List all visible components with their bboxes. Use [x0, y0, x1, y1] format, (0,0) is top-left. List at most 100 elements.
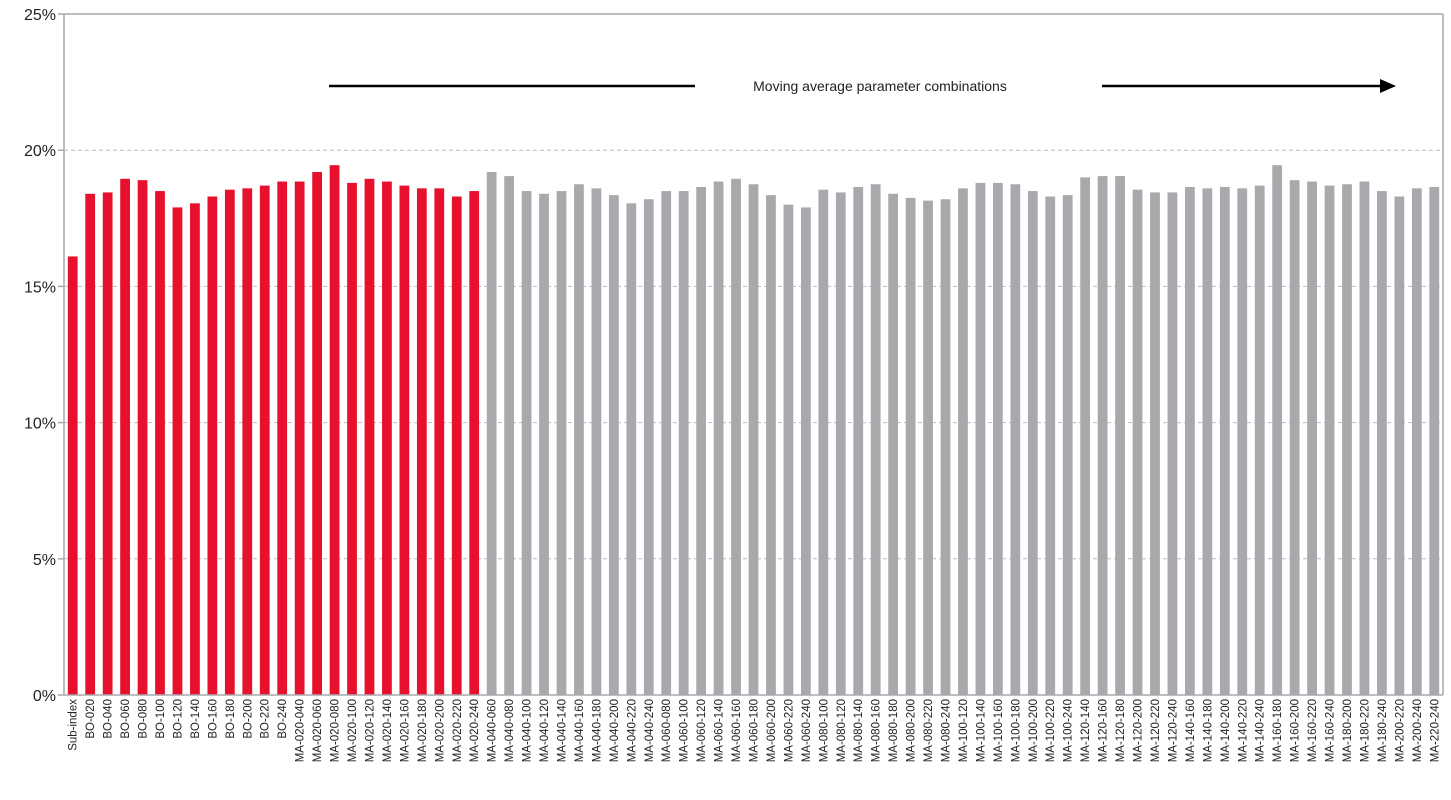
x-tick-label-MA-020-180: MA-020-180 [417, 699, 429, 762]
x-tick-label-MA-080-180: MA-080-180 [888, 699, 900, 762]
bar-MA-080-100 [818, 189, 829, 695]
bar-MA-100-160 [992, 182, 1003, 695]
x-tick-label-MA-060-240: MA-060-240 [801, 699, 813, 762]
x-tick-label-BO-220: BO-220 [260, 699, 272, 739]
bar-MA-060-080 [661, 191, 672, 695]
bar-MA-040-200 [608, 195, 619, 695]
bar-MA-120-220 [1150, 192, 1160, 695]
bar-MA-060-100 [678, 191, 689, 695]
bar-BO-240 [277, 181, 288, 695]
x-tick-label-MA-100-200: MA-100-200 [1028, 699, 1040, 762]
x-tick-label-MA-180-220: MA-180-220 [1359, 699, 1371, 762]
x-tick-label-MA-060-140: MA-060-140 [714, 699, 726, 762]
x-tick-label-MA-120-160: MA-120-160 [1098, 699, 1110, 762]
x-tick-label-MA-100-180: MA-100-180 [1010, 699, 1022, 762]
y-tick-label-2: 10% [24, 416, 56, 433]
bar-MA-120-200 [1132, 189, 1143, 695]
x-tick-label-BO-140: BO-140 [190, 699, 202, 739]
x-tick-label-MA-080-100: MA-080-100 [818, 699, 830, 762]
bar-MA-060-220 [783, 204, 794, 695]
bar-MA-160-200 [1289, 180, 1300, 695]
bar-MA-100-240 [1062, 195, 1073, 695]
bar-Sub-index [67, 256, 78, 695]
x-tick-label-MA-100-140: MA-100-140 [975, 699, 987, 762]
bar-MA-060-140 [713, 181, 724, 695]
x-tick-label-MA-040-220: MA-040-220 [626, 699, 638, 762]
x-tick-label-MA-140-160: MA-140-160 [1185, 699, 1197, 762]
axes [58, 13, 1444, 696]
bar-MA-020-100 [347, 182, 357, 695]
x-tick-label-MA-140-220: MA-140-220 [1237, 699, 1249, 762]
bar-BO-060 [120, 178, 130, 695]
bar-MA-020-140 [382, 181, 392, 695]
bar-MA-200-220 [1394, 196, 1405, 695]
y-axis-ticks: 0% 5% 10% 15% 20% 25% [24, 7, 56, 705]
x-tick-label-MA-020-060: MA-020-060 [312, 699, 324, 762]
x-tick-label-MA-020-100: MA-020-100 [347, 699, 359, 762]
x-axis-ticks: Sub-index BO-020 BO-040 BO-060 BO-080 BO-100 B… [68, 699, 1442, 763]
bar-MA-020-240 [469, 191, 480, 695]
x-tick-label-MA-200-240: MA-200-240 [1412, 699, 1424, 762]
x-tick-label-BO-080: BO-080 [138, 699, 150, 739]
x-tick-label-MA-080-140: MA-080-140 [853, 699, 865, 762]
x-tick-label-BO-160: BO-160 [207, 699, 219, 739]
x-tick-label-MA-020-200: MA-020-200 [434, 699, 446, 762]
x-tick-label-MA-160-220: MA-160-220 [1307, 699, 1319, 762]
x-tick-label-MA-040-060: MA-040-060 [487, 699, 499, 762]
x-tick-label-MA-040-120: MA-040-120 [539, 699, 551, 762]
x-tick-label-MA-080-220: MA-080-220 [923, 699, 935, 762]
y-tick-label-5: 25% [24, 7, 56, 24]
bar-BO-160 [207, 196, 218, 695]
x-tick-label-MA-060-180: MA-060-180 [749, 699, 761, 762]
bar-MA-040-240 [643, 199, 654, 695]
bar-MA-140-220 [1237, 188, 1248, 695]
bar-MA-080-140 [853, 186, 864, 695]
bar-MA-040-140 [556, 191, 567, 695]
y-tick-label-3: 15% [24, 279, 56, 296]
x-tick-label-MA-060-200: MA-060-200 [766, 699, 778, 762]
bar-MA-060-160 [731, 178, 741, 695]
x-tick-label-BO-240: BO-240 [277, 699, 289, 739]
x-tick-label-MA-220-240: MA-220-240 [1429, 699, 1441, 762]
bar-MA-040-080 [504, 176, 515, 695]
x-tick-label-MA-100-120: MA-100-120 [958, 699, 970, 762]
bar-MA-100-220 [1045, 196, 1056, 695]
bar-MA-100-200 [1027, 191, 1038, 695]
bar-MA-160-180 [1272, 165, 1283, 695]
x-tick-label-MA-100-220: MA-100-220 [1045, 699, 1057, 762]
bar-BO-100 [155, 191, 165, 695]
bars-group [67, 165, 1440, 696]
x-tick-label-MA-060-220: MA-060-220 [783, 699, 795, 762]
x-tick-label-MA-040-160: MA-040-160 [574, 699, 586, 762]
bar-MA-180-200 [1342, 184, 1352, 695]
bar-MA-140-240 [1254, 185, 1265, 695]
x-tick-label-BO-180: BO-180 [225, 699, 237, 739]
bar-BO-140 [190, 203, 200, 695]
bar-MA-040-120 [539, 193, 549, 695]
x-tick-label-MA-040-180: MA-040-180 [591, 699, 603, 762]
x-tick-label-MA-080-240: MA-080-240 [941, 699, 953, 762]
x-tick-label-MA-080-120: MA-080-120 [836, 699, 848, 762]
bar-MA-120-240 [1167, 192, 1178, 695]
x-tick-label-MA-120-220: MA-120-220 [1150, 699, 1162, 762]
bar-MA-040-160 [574, 184, 584, 695]
bar-MA-080-160 [870, 184, 881, 695]
x-tick-label-MA-100-240: MA-100-240 [1063, 699, 1075, 762]
x-tick-label-BO-060: BO-060 [120, 699, 132, 739]
x-tick-label-MA-140-200: MA-140-200 [1220, 699, 1232, 762]
bar-MA-140-180 [1202, 188, 1213, 695]
bar-BO-120 [172, 207, 183, 696]
x-tick-label-MA-020-220: MA-020-220 [452, 699, 464, 762]
x-tick-label-MA-120-140: MA-120-140 [1080, 699, 1092, 762]
bar-MA-100-140 [975, 182, 986, 695]
bar-MA-020-180 [416, 188, 427, 695]
x-tick-label-MA-100-160: MA-100-160 [993, 699, 1005, 762]
bar-MA-140-160 [1185, 186, 1195, 695]
arrow-head [1380, 79, 1396, 93]
x-tick-label-MA-020-240: MA-020-240 [469, 699, 481, 762]
bar-MA-160-240 [1324, 185, 1335, 695]
bar-BO-220 [259, 185, 270, 695]
bar-MA-040-220 [626, 203, 637, 695]
x-tick-label-MA-040-100: MA-040-100 [522, 699, 534, 762]
